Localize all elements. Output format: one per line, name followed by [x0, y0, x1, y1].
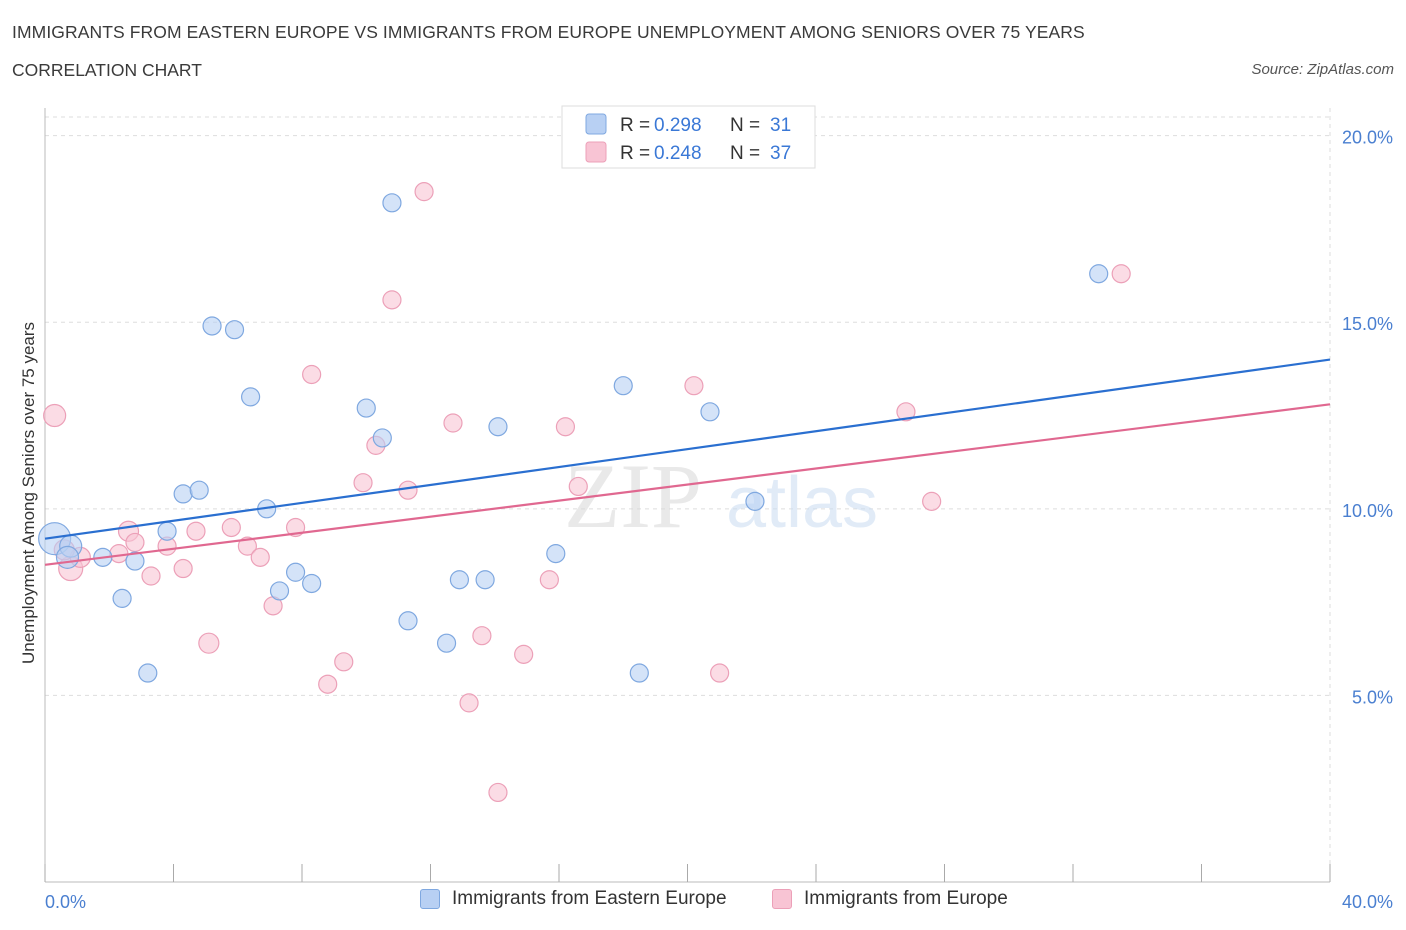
legend-swatch-pink [585, 141, 607, 163]
point-pink-22 [382, 290, 402, 310]
data-points [38, 182, 1131, 803]
point-blue-16 [302, 573, 322, 594]
point-pink-0 [43, 403, 67, 428]
point-pink-34 [710, 663, 730, 683]
point-pink-17 [302, 364, 322, 385]
point-pink-27 [472, 626, 492, 646]
point-pink-14 [250, 547, 270, 567]
axes [44, 108, 1331, 883]
y-tick-label-20: 20.0% [1342, 128, 1393, 148]
bottom-legend-item-europe: Immigrants from Europe [772, 888, 1008, 910]
point-blue-12 [241, 387, 261, 407]
point-blue-14 [269, 581, 290, 601]
point-blue-8 [173, 484, 193, 504]
legend-r-label-blue: R = [620, 115, 650, 136]
point-pink-13 [237, 536, 257, 556]
point-pink-23 [398, 480, 418, 500]
bottom-legend-label-europe: Immigrants from Europe [804, 888, 1008, 909]
point-pink-28 [488, 782, 508, 803]
trend-line-pink [44, 403, 1331, 566]
bottom-legend-swatch-pink [772, 889, 792, 909]
point-blue-4 [125, 551, 145, 571]
point-pink-26 [459, 693, 479, 713]
y-tick-label-5: 5.0% [1352, 687, 1393, 707]
y-tick-label-10: 10.0% [1342, 501, 1393, 521]
point-blue-20 [398, 611, 418, 631]
point-blue-7 [157, 521, 177, 541]
point-pink-11 [198, 632, 220, 654]
point-blue-9 [189, 480, 209, 500]
chart-title: IMMIGRANTS FROM EASTERN EUROPE VS IMMIGR… [12, 22, 1085, 42]
legend-n-label-blue: N = [730, 115, 760, 136]
point-blue-26 [613, 376, 633, 396]
bottom-legend-swatch-blue [420, 889, 440, 909]
point-pink-30 [539, 570, 559, 590]
watermark-zip: ZIP [564, 445, 702, 547]
point-pink-12 [221, 517, 241, 538]
source-credit: Source: ZipAtlas.com [1251, 61, 1394, 78]
point-blue-17 [382, 193, 402, 213]
point-pink-9 [173, 558, 193, 579]
legend-r-value-pink: 0.248 [654, 143, 702, 164]
y-tick-label-15: 15.0% [1342, 314, 1393, 334]
point-blue-6 [138, 663, 158, 683]
legend-r-value-blue: 0.298 [654, 115, 702, 136]
point-pink-10 [186, 521, 206, 541]
x-tick-labels: 0.0% 40.0% [45, 892, 1393, 912]
point-pink-24 [414, 182, 434, 202]
legend-n-label-pink: N = [730, 143, 760, 164]
point-blue-22 [449, 570, 470, 590]
point-blue-10 [202, 316, 222, 336]
point-blue-11 [224, 320, 245, 340]
point-pink-36 [922, 491, 942, 511]
point-pink-18 [318, 674, 338, 694]
trend-line-blue [44, 358, 1331, 540]
legend-r-label-pink: R = [620, 143, 650, 164]
legend-n-value-pink: 37 [770, 143, 791, 164]
watermark: ZIP atlas [564, 445, 878, 547]
point-pink-25 [443, 413, 463, 433]
legend-n-value-blue: 31 [770, 115, 791, 136]
point-pink-20 [353, 473, 373, 493]
y-axis-title: Unemployment Among Seniors over 75 years [19, 322, 38, 664]
point-pink-37 [1111, 264, 1131, 284]
point-pink-6 [125, 532, 145, 553]
point-blue-29 [745, 491, 765, 511]
legend-swatch-blue [585, 113, 607, 135]
point-blue-28 [700, 402, 720, 422]
point-blue-2 [55, 545, 80, 569]
point-pink-4 [109, 544, 129, 564]
point-pink-32 [568, 476, 588, 497]
y-tick-labels: 5.0% 10.0% 15.0% 20.0% [1342, 128, 1393, 708]
legend-box: R = 0.298 N = 31 R = 0.248 N = 37 [561, 105, 816, 169]
x-tick-label-min: 0.0% [45, 892, 86, 912]
point-blue-23 [475, 570, 495, 590]
point-pink-7 [141, 566, 161, 586]
point-pink-31 [555, 417, 576, 437]
point-blue-18 [356, 398, 376, 418]
point-pink-29 [514, 644, 534, 664]
bottom-legend-item-eastern-europe: Immigrants from Eastern Europe [420, 888, 727, 910]
point-blue-15 [285, 562, 306, 582]
point-blue-24 [488, 417, 508, 437]
x-tick-label-max: 40.0% [1342, 892, 1393, 912]
point-blue-19 [372, 428, 392, 448]
bottom-legend-label-eastern-europe: Immigrants from Eastern Europe [452, 888, 727, 909]
point-blue-25 [546, 544, 566, 564]
trend-lines [44, 358, 1331, 566]
point-pink-33 [684, 376, 704, 396]
point-blue-5 [112, 588, 132, 608]
point-blue-30 [1089, 264, 1109, 284]
point-blue-21 [436, 633, 457, 653]
point-pink-35 [896, 402, 916, 422]
chart-subtitle: CORRELATION CHART [12, 60, 202, 80]
point-pink-19 [334, 652, 354, 672]
point-blue-27 [629, 663, 649, 683]
